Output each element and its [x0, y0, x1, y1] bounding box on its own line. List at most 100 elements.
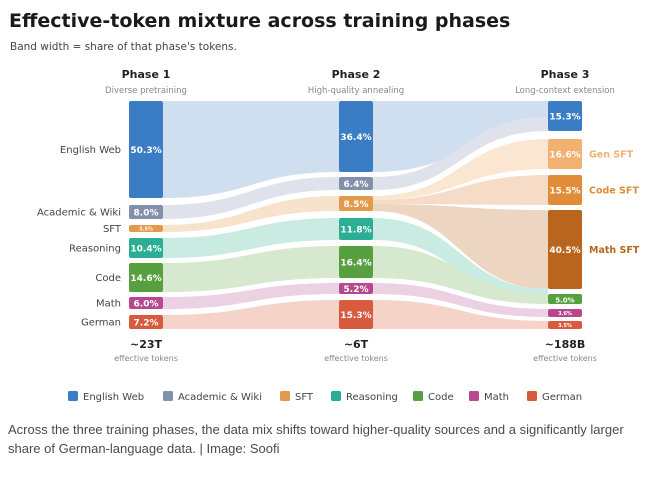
phase-total-label-2: effective tokens [324, 354, 388, 363]
legend-label-academic-wiki: Academic & Wiki [178, 392, 262, 403]
node-p1-german-value: 7.2% [134, 319, 159, 329]
node-p2-sft-value: 8.5% [344, 200, 369, 210]
node-p1-sft-value: 3.5% [139, 227, 153, 233]
node-p3-math-value: 3.6% [558, 311, 572, 317]
node-p2-math-value: 5.2% [344, 285, 369, 295]
flow-band-code-p2-p3 [373, 246, 548, 304]
flow-band-math-p1-p2 [163, 283, 339, 309]
source-label-reasoning: Reasoning [69, 244, 121, 255]
node-p3-gen-sft-value: 16.6% [549, 151, 580, 161]
phase-title-3: Phase 3 [541, 68, 590, 81]
node-p2-english-web-value: 36.4% [340, 133, 371, 143]
legend-label-german: German [542, 392, 582, 403]
flow-bands [163, 101, 548, 329]
node-p1-academic-wiki-value: 8.0% [134, 209, 159, 219]
source-label-english-web: English Web [60, 145, 121, 156]
flow-band-code-sft-p2-p3 [373, 175, 548, 205]
phase-subtitle-2: High-quality annealing [308, 86, 404, 96]
chart-labels: Gen SFT Code SFT Math SFT English Web Academ… [37, 68, 640, 363]
chart-subtitle: Band width = share of that phase's token… [10, 41, 237, 53]
phase-subtitle-3: Long-context extension [515, 86, 615, 96]
node-p2-english-web [339, 101, 373, 172]
legend-swatch-sft [280, 391, 290, 401]
node-p1-reasoning [129, 238, 163, 258]
source-label-sft: SFT [103, 224, 122, 235]
node-p2-academic-wiki-value: 6.4% [344, 180, 369, 190]
legend-swatch-academic-wiki [163, 391, 173, 401]
sft-label-gen-sft: Gen SFT [589, 150, 634, 161]
node-p2-german-value: 15.3% [340, 311, 371, 321]
legend-swatch-code [413, 391, 423, 401]
flow-band-reasoning-p2-p3 [373, 218, 548, 304]
node-p2-sft [339, 196, 373, 211]
legend-swatch-english-web [68, 391, 78, 401]
node-p3-code-sft [548, 175, 582, 205]
phase-title-1: Phase 1 [122, 68, 171, 81]
source-label-math: Math [96, 299, 121, 310]
phase-title-2: Phase 2 [332, 68, 381, 81]
node-p2-german [339, 300, 373, 329]
node-p1-math [129, 297, 163, 309]
image-caption: Across the three training phases, the da… [8, 422, 624, 456]
node-p3-german-value: 3.5% [558, 323, 572, 329]
node-p1-code-value: 14.6% [130, 274, 161, 284]
node-p3-english-web-value: 15.3% [549, 113, 580, 123]
sft-label-math-sft: Math SFT [589, 245, 640, 256]
node-p1-english-web-value: 50.3% [130, 146, 161, 156]
node-p2-reasoning [339, 218, 373, 240]
node-p1-reasoning-value: 10.4% [130, 245, 161, 255]
phase-total-1: ~23T [130, 338, 163, 351]
phase-nodes: 50.3% 36.4% 8.0% 6.4% 3.5% 8.5% 10.4% 11.8% 14.6… [129, 101, 582, 329]
node-p3-code-value: 5.0% [555, 297, 574, 305]
legend: English Web Academic & Wiki SFT Reasoning Co… [68, 391, 582, 403]
legend-label-reasoning: Reasoning [346, 392, 398, 403]
node-p1-math-value: 6.0% [134, 300, 159, 310]
node-p3-code [548, 294, 582, 304]
node-p1-english-web [129, 101, 163, 198]
node-p3-math-sft [548, 210, 582, 289]
legend-swatch-reasoning [331, 391, 341, 401]
source-label-academic-wiki: Academic & Wiki [37, 208, 121, 219]
flow-band-academic-wiki-p2-p3 [373, 117, 548, 190]
legend-label-sft: SFT [295, 392, 314, 403]
chart-title: Effective-token mixture across training … [9, 10, 511, 32]
phase-total-3: ~188B [545, 338, 586, 351]
flow-band-german-p1-p2 [163, 300, 339, 329]
flow-band-academic-wiki-p1-p2 [163, 177, 339, 219]
node-p2-reasoning-value: 11.8% [340, 226, 371, 236]
phase-total-label-3: effective tokens [533, 354, 597, 363]
flow-band-code-p1-p2 [163, 246, 339, 292]
source-label-german: German [81, 318, 121, 329]
flow-band-math-sft-p2-p3 [373, 204, 548, 289]
node-p1-academic-wiki [129, 205, 163, 219]
legend-swatch-math [469, 391, 479, 401]
phase-total-label-1: effective tokens [114, 354, 178, 363]
node-p3-math-sft-value: 40.5% [549, 246, 580, 256]
phase-total-2: ~6T [344, 338, 369, 351]
flow-band-english-web-p2-p3 [373, 101, 548, 172]
phase-subtitle-1: Diverse pretraining [105, 86, 187, 96]
node-p2-academic-wiki [339, 177, 373, 190]
flow-band-german-p2-p3 [373, 300, 548, 329]
node-p1-sft [129, 225, 163, 232]
node-p3-code-sft-value: 15.5% [549, 187, 580, 197]
legend-label-code: Code [428, 392, 454, 403]
sft-label-code-sft: Code SFT [589, 186, 639, 197]
node-p1-german [129, 315, 163, 329]
legend-swatch-german [527, 391, 537, 401]
flow-band-math-p2-p3 [373, 283, 548, 317]
legend-label-math: Math [484, 392, 509, 403]
flow-band-gen-sft-p2-p3 [373, 139, 548, 200]
node-p3-math [548, 309, 582, 317]
node-p3-german [548, 321, 582, 329]
node-p3-english-web [548, 101, 582, 131]
flow-band-reasoning-p1-p2 [163, 218, 339, 258]
sankey-diagram: 50.3% 36.4% 8.0% 6.4% 3.5% 8.5% 10.4% 11.8% 14.6… [37, 68, 640, 403]
legend-label-english-web: English Web [83, 392, 144, 403]
node-p2-code [339, 246, 373, 278]
flow-band-english-web-p1-p2 [163, 101, 339, 198]
node-p3-gen-sft [548, 139, 582, 169]
node-p1-code [129, 263, 163, 292]
node-p2-math [339, 283, 373, 294]
